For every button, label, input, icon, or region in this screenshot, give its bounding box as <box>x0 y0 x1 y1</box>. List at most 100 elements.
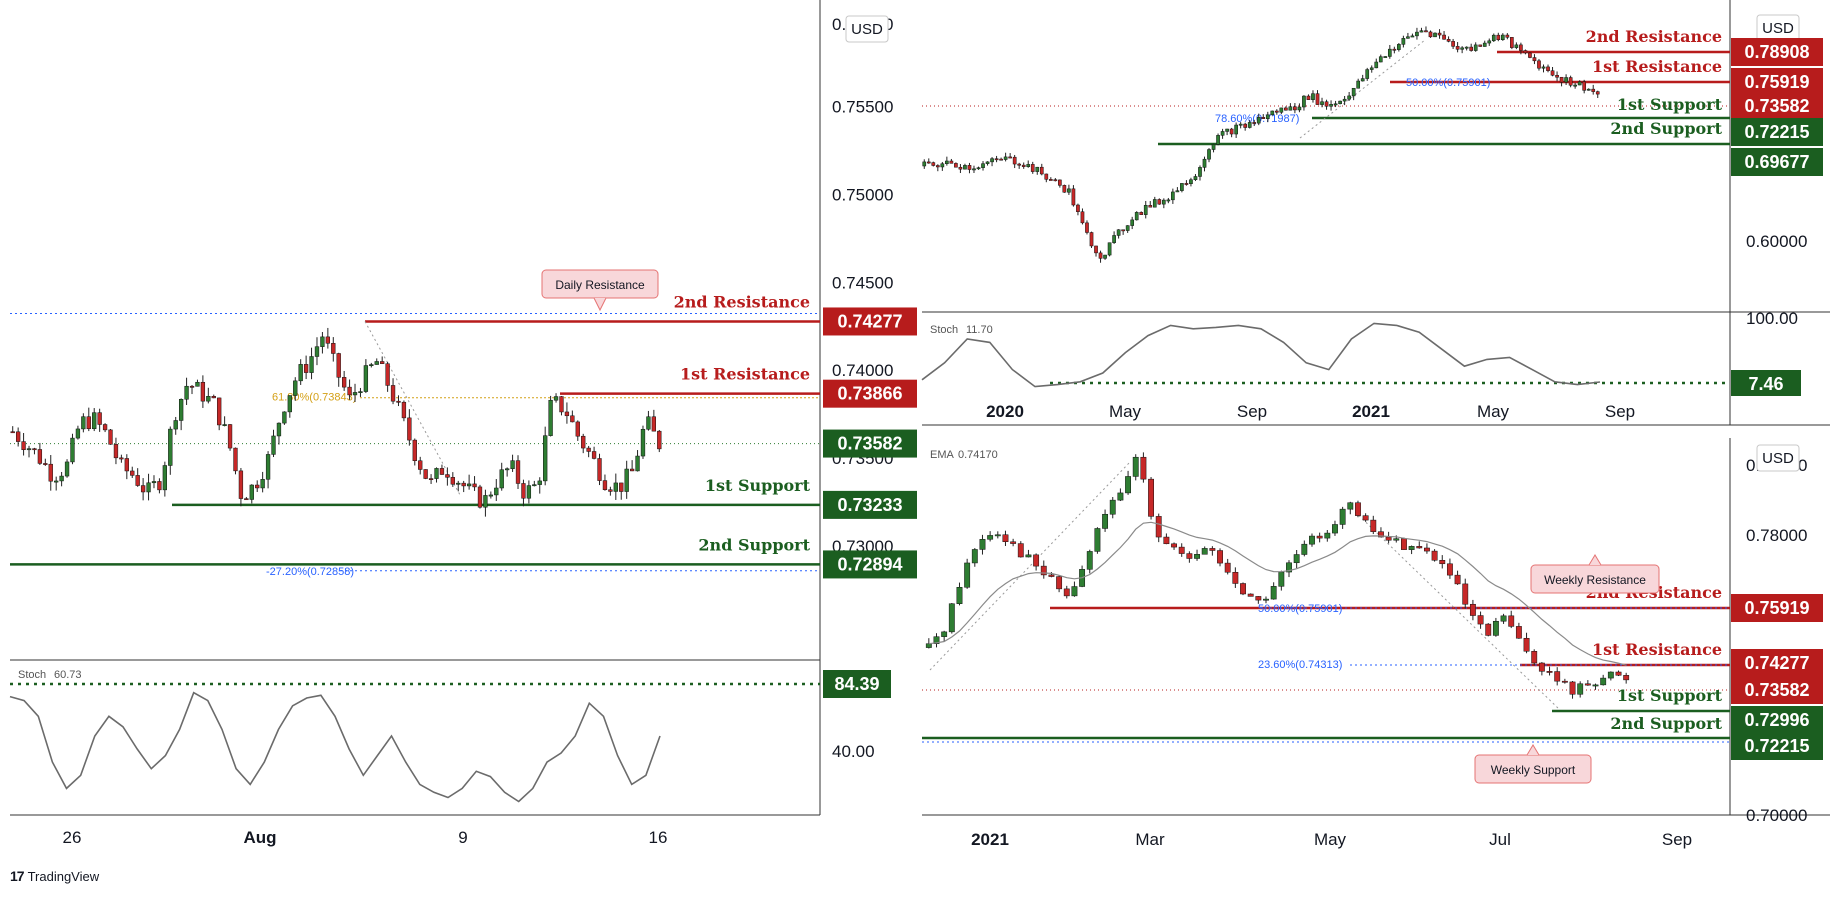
h4-candle <box>548 395 553 437</box>
candle-body <box>64 461 70 477</box>
candle-body <box>456 482 461 485</box>
daily-candle <box>1306 94 1311 100</box>
candle-body <box>1478 44 1483 47</box>
h4-candle <box>162 461 168 497</box>
daily-candle <box>1103 254 1107 260</box>
candle-body <box>1538 662 1545 672</box>
h4-candle <box>75 425 81 440</box>
daily-candle <box>1012 154 1017 169</box>
daily-candle <box>1048 177 1053 181</box>
candle-body <box>553 396 559 401</box>
candle-body <box>1143 205 1148 215</box>
daily-candle <box>1171 188 1175 204</box>
h4-stoch-level-tag <box>823 670 891 698</box>
candle-body <box>1433 32 1437 38</box>
candle-body <box>59 475 64 482</box>
h4-candle <box>635 450 640 472</box>
weekly-level-4-value: 0.72215 <box>1744 736 1809 756</box>
h4-candle <box>553 393 559 403</box>
daily-x-tick: Sep <box>1237 402 1267 421</box>
candle-body <box>1586 88 1591 91</box>
candle-body <box>1514 44 1519 48</box>
weekly-candle <box>1416 541 1423 549</box>
weekly-level-2-value: 0.73582 <box>1744 680 1809 700</box>
candle-body <box>1595 91 1600 95</box>
candle-body <box>1288 106 1293 111</box>
candle-body <box>189 385 195 388</box>
h4-candle <box>374 358 379 365</box>
daily-candle <box>1021 162 1026 169</box>
candle-body <box>1125 225 1130 231</box>
footer-brand-label: TradingView <box>27 868 100 884</box>
candle-body <box>1180 183 1184 191</box>
weekly-candle <box>1500 613 1507 624</box>
h4-fib-618-label: 61.80%(0.73843) <box>272 392 356 404</box>
candle-body <box>70 437 75 463</box>
weekly-level-name-2: 1st Support <box>1617 686 1723 705</box>
candle-body <box>926 161 931 164</box>
daily-candle <box>1062 184 1067 193</box>
h4-x-tick: Aug <box>243 828 276 847</box>
candle-body <box>119 457 124 460</box>
h4-candle <box>124 454 129 480</box>
candle-body <box>999 158 1003 161</box>
weekly-candle <box>1071 581 1078 597</box>
daily-candle <box>1134 211 1139 221</box>
footer-brand[interactable]: 17 TradingView <box>10 868 99 884</box>
h4-stoch-label: Stoch <box>18 669 46 681</box>
h4-candle <box>10 426 15 434</box>
candle-body <box>81 416 86 430</box>
candle-body <box>1600 677 1607 686</box>
candle-body <box>336 353 341 378</box>
candle-body <box>488 494 494 497</box>
weekly-candle <box>1247 593 1254 597</box>
daily-candle <box>1198 165 1202 181</box>
daily-level-2-value: 0.73582 <box>1744 96 1809 116</box>
weekly-candle <box>1010 538 1017 547</box>
candle-body <box>157 481 162 491</box>
h4-candle <box>363 359 369 394</box>
candle-body <box>1439 560 1446 565</box>
weekly-candle <box>1224 558 1231 575</box>
candle-body <box>954 163 958 168</box>
candle-body <box>439 468 445 475</box>
candle-body <box>1301 543 1308 555</box>
candle-body <box>1423 547 1430 552</box>
daily-candle <box>1446 36 1451 43</box>
candle-body <box>1201 548 1208 555</box>
candle-body <box>1464 46 1469 49</box>
candle-body <box>401 401 407 419</box>
weekly-candle <box>1408 545 1415 555</box>
candle-body <box>390 385 396 402</box>
candle-body <box>211 396 216 399</box>
h4-candle <box>238 467 244 507</box>
h4-candle <box>575 420 580 441</box>
h4-candle <box>135 468 140 487</box>
daily-candle <box>1161 198 1166 209</box>
h4-level-4-tag <box>823 550 917 579</box>
candle-body <box>445 474 450 478</box>
candle-body <box>1017 543 1024 558</box>
candle-body <box>227 424 233 449</box>
daily-candle <box>1125 225 1130 233</box>
h4-candle <box>32 447 37 455</box>
candle-body <box>559 396 564 413</box>
h4-candle <box>629 460 635 472</box>
weekly-candle <box>1592 683 1599 690</box>
candle-body <box>1408 546 1415 550</box>
weekly-candle <box>1538 662 1545 676</box>
daily-candle <box>1247 120 1252 129</box>
candle-body <box>162 465 168 491</box>
daily-candle <box>1076 203 1080 216</box>
h4-level-name-0: 2nd Resistance <box>674 292 810 311</box>
candle-body <box>1225 128 1229 132</box>
candle-body <box>1063 588 1070 597</box>
candle-body <box>1451 41 1455 47</box>
candle-body <box>1469 603 1476 616</box>
candle-body <box>613 482 618 492</box>
weekly-y-tick: 0.78000 <box>1746 526 1807 545</box>
weekly-candle <box>964 558 971 589</box>
candle-body <box>140 485 146 493</box>
candle-body <box>1387 48 1392 57</box>
weekly-candle <box>1385 531 1392 544</box>
